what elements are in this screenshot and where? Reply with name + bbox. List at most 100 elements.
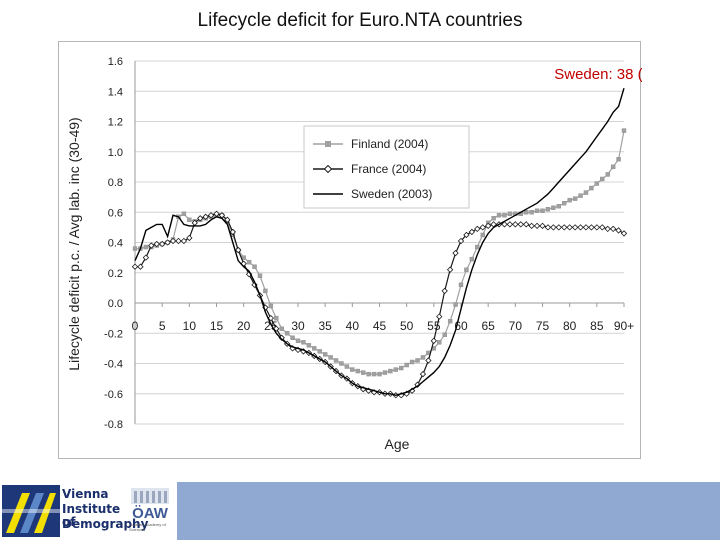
series-sweden-2003 — [134, 88, 625, 397]
data-point — [464, 267, 469, 272]
data-point — [551, 205, 556, 210]
data-point — [572, 196, 578, 201]
legend-entry: France (2004) — [313, 162, 426, 176]
data-point — [534, 208, 540, 213]
chart-frame: 1.6 1.4 1.2 1.0 0.8 0.6 0.4 0.2 0.0 -0.2 -0.4 -0.6 -… — [58, 41, 642, 459]
data-point — [561, 224, 568, 231]
x-tick-label: 15 — [210, 319, 224, 333]
data-point — [446, 266, 454, 273]
x-tick-label: 5 — [159, 319, 166, 333]
data-point — [571, 224, 579, 231]
data-point — [524, 210, 529, 215]
data-point — [469, 256, 475, 262]
data-point — [382, 370, 388, 375]
data-point — [480, 232, 485, 238]
data-point — [620, 230, 628, 237]
data-point — [361, 370, 366, 375]
data-point — [393, 367, 398, 372]
data-point — [517, 221, 524, 228]
y-tick-label: 0.4 — [108, 238, 123, 250]
y-tick-label: -0.8 — [104, 419, 123, 431]
slide-title: Lifecycle deficit for Euro.NTA countries — [197, 10, 523, 31]
x-tick-label: 40 — [346, 319, 360, 333]
chart-annotation: Sweden: 38 (25-62) — [554, 66, 642, 83]
data-point — [180, 237, 188, 245]
x-tick-label: 35 — [318, 319, 332, 333]
x-tick-label: 0 — [132, 319, 139, 333]
y-tick-label: 1.0 — [108, 147, 123, 159]
x-tick-label: 30 — [291, 319, 305, 333]
data-point — [344, 364, 350, 369]
data-point — [169, 237, 177, 245]
data-point — [539, 222, 546, 230]
data-point — [175, 237, 182, 245]
data-point — [142, 254, 150, 261]
y-tick-label: -0.2 — [104, 328, 123, 340]
y-tick-label: 0.6 — [108, 207, 123, 219]
gridlines — [135, 60, 624, 425]
x-tick-label: 75 — [536, 319, 550, 333]
data-point — [273, 325, 280, 332]
y-tick-label: 1.6 — [108, 56, 123, 68]
y-axis-label: Lifecycle deficit p.c. / Avg lab. inc (3… — [66, 117, 82, 370]
data-point — [350, 367, 355, 372]
data-point — [148, 242, 155, 249]
oeaw-subtitle: Austrian Academy of Sciences — [129, 522, 166, 532]
data-point — [159, 240, 166, 248]
data-point — [544, 224, 552, 231]
x-tick-label: 65 — [481, 319, 495, 333]
data-point — [437, 340, 442, 345]
data-point — [582, 224, 590, 231]
data-point — [528, 222, 535, 230]
data-point — [186, 234, 193, 242]
series-line — [134, 88, 625, 397]
data-point — [284, 331, 290, 336]
data-point — [317, 349, 322, 354]
data-point — [567, 197, 572, 203]
data-point — [290, 335, 295, 340]
data-point — [452, 249, 459, 257]
vienna-institute-of-demography-logo[interactable]: Vienna Institute of Demography — [2, 485, 148, 537]
data-point — [181, 211, 187, 216]
legend: Finland (2004) France (2004) Sweden (2003) — [303, 125, 470, 209]
data-point — [436, 313, 443, 320]
data-point — [594, 181, 600, 186]
data-point — [404, 362, 409, 368]
data-point — [616, 157, 621, 162]
data-point — [555, 224, 562, 231]
data-point — [599, 224, 606, 231]
oeaw-logo[interactable]: ÖAW Austrian Academy of Sciences — [127, 486, 173, 536]
data-point — [502, 213, 507, 218]
data-point — [355, 368, 360, 374]
y-tick-label: -0.4 — [104, 359, 123, 371]
data-point — [301, 340, 306, 345]
data-point — [540, 208, 545, 213]
data-point — [583, 190, 589, 195]
data-point — [577, 224, 584, 231]
legend-swatch-marker — [325, 141, 331, 147]
y-tick-label: 0.0 — [108, 298, 123, 310]
data-point — [468, 228, 476, 236]
data-point — [529, 210, 534, 215]
data-point — [131, 263, 139, 270]
data-point — [202, 213, 209, 220]
data-point — [153, 240, 160, 248]
data-point — [137, 263, 144, 270]
data-point — [479, 224, 486, 231]
data-point — [224, 216, 231, 223]
series-france-2004 — [131, 210, 628, 399]
data-point — [491, 216, 496, 221]
lifecycle-deficit-chart: 1.6 1.4 1.2 1.0 0.8 0.6 0.4 0.2 0.0 -0.2 -0.4 -0.6 -… — [66, 56, 642, 452]
data-point — [229, 228, 236, 236]
data-point — [457, 237, 465, 245]
axes: 1.6 1.4 1.2 1.0 0.8 0.6 0.4 0.2 0.0 -0.2 -0.4 -0.6 -… — [104, 56, 634, 431]
x-tick-label: 80 — [563, 319, 577, 333]
data-point — [252, 264, 257, 269]
data-point — [578, 193, 583, 198]
data-point — [562, 200, 567, 206]
data-point — [593, 224, 600, 231]
oeaw-wordmark: ÖAW — [132, 505, 168, 522]
x-tick-label: 45 — [373, 319, 387, 333]
data-point — [609, 225, 617, 233]
data-point — [507, 211, 513, 216]
